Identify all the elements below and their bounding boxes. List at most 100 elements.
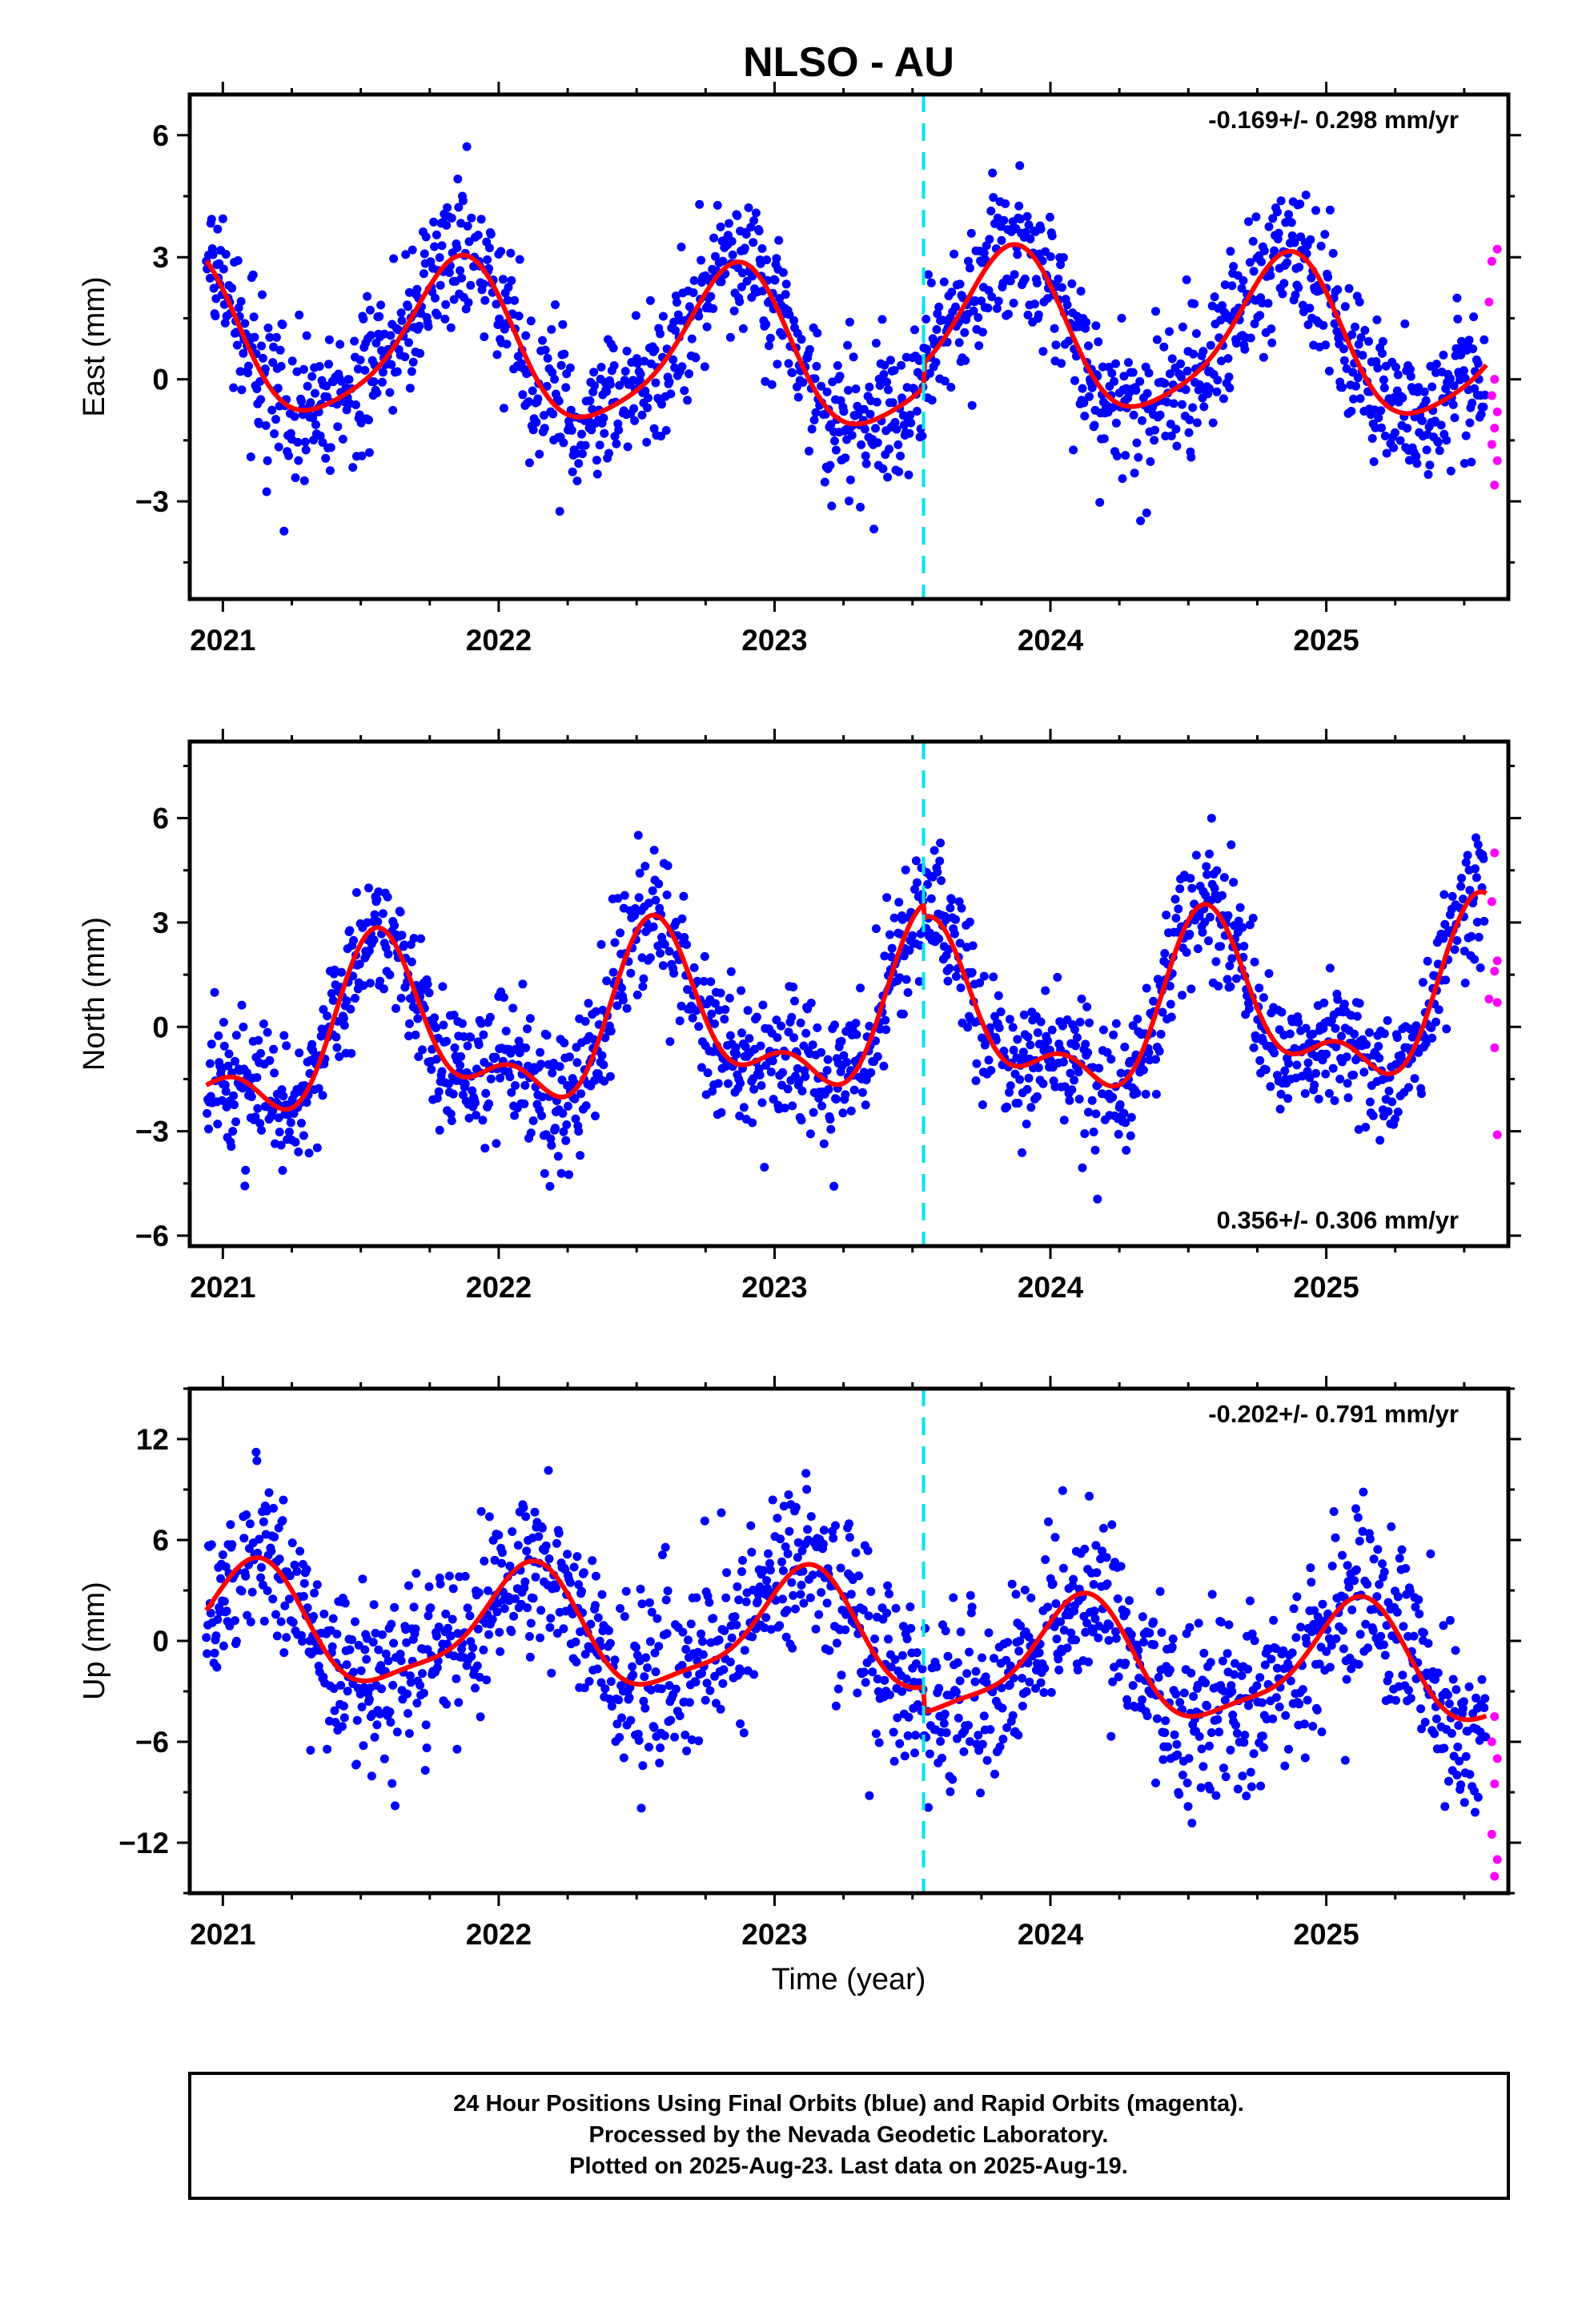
data-point bbox=[412, 284, 422, 294]
data-point bbox=[453, 175, 463, 183]
data-point bbox=[591, 1601, 600, 1610]
data-point bbox=[523, 1024, 532, 1034]
data-point bbox=[1218, 1656, 1227, 1666]
data-point bbox=[1071, 1635, 1080, 1645]
data-point bbox=[1377, 423, 1386, 432]
data-point bbox=[1459, 1697, 1468, 1707]
data-point bbox=[312, 1143, 322, 1152]
data-point bbox=[552, 1629, 562, 1638]
data-point bbox=[617, 1713, 626, 1723]
data-point bbox=[917, 1664, 927, 1674]
data-point bbox=[330, 1706, 339, 1715]
data-point bbox=[256, 1048, 266, 1058]
data-point bbox=[894, 467, 904, 476]
data-point bbox=[420, 1766, 430, 1775]
data-point bbox=[1227, 840, 1236, 850]
data-point bbox=[1128, 1681, 1138, 1691]
data-point bbox=[859, 1667, 869, 1677]
data-point bbox=[1197, 1744, 1207, 1754]
data-point bbox=[314, 1084, 323, 1093]
data-point bbox=[616, 1604, 625, 1613]
data-point bbox=[484, 1586, 492, 1595]
velocity-rate-east: -0.169+/- 0.298 mm/yr bbox=[1208, 106, 1459, 134]
data-point bbox=[655, 1759, 665, 1767]
data-point bbox=[620, 1612, 629, 1621]
data-point bbox=[766, 1068, 776, 1077]
data-point bbox=[430, 1013, 440, 1023]
data-point bbox=[606, 1027, 616, 1035]
data-point bbox=[355, 1689, 365, 1699]
data-point bbox=[960, 328, 970, 337]
data-point bbox=[837, 1036, 846, 1046]
data-point bbox=[1076, 287, 1086, 296]
data-point bbox=[422, 1743, 432, 1753]
data-point bbox=[1451, 1646, 1460, 1655]
data-point bbox=[1087, 1096, 1097, 1105]
data-point bbox=[592, 1664, 602, 1674]
data-point bbox=[689, 275, 699, 285]
data-point bbox=[237, 1000, 247, 1010]
data-point bbox=[548, 368, 557, 377]
data-point bbox=[961, 356, 970, 365]
data-point bbox=[873, 1675, 882, 1684]
data-point bbox=[240, 1181, 250, 1191]
data-point bbox=[725, 993, 734, 1003]
data-point bbox=[1178, 400, 1186, 409]
data-point bbox=[1266, 271, 1275, 280]
data-point bbox=[1179, 1688, 1189, 1698]
data-point bbox=[272, 1631, 282, 1641]
final-orbit-points-east bbox=[202, 142, 1490, 536]
data-point bbox=[738, 268, 747, 278]
data-point bbox=[1091, 1109, 1101, 1119]
data-point bbox=[1291, 290, 1300, 300]
data-point bbox=[551, 1124, 560, 1133]
data-point bbox=[1166, 431, 1176, 440]
data-point bbox=[946, 1787, 955, 1796]
data-point bbox=[1384, 1671, 1394, 1680]
data-point bbox=[411, 1624, 420, 1634]
data-point bbox=[1041, 986, 1050, 995]
data-point bbox=[1240, 344, 1250, 354]
data-point bbox=[332, 1630, 342, 1638]
data-point bbox=[1138, 1695, 1146, 1704]
rapid-point bbox=[1490, 1779, 1500, 1788]
data-point bbox=[474, 1588, 484, 1598]
data-point bbox=[353, 364, 363, 374]
data-point bbox=[682, 940, 692, 949]
data-point bbox=[1461, 1751, 1471, 1761]
data-point bbox=[1043, 1602, 1053, 1612]
data-point bbox=[514, 312, 524, 321]
data-point bbox=[686, 1619, 696, 1629]
data-point bbox=[959, 1747, 969, 1756]
data-point bbox=[1208, 418, 1218, 428]
data-point bbox=[510, 296, 520, 305]
data-point bbox=[252, 1073, 262, 1082]
data-point bbox=[797, 1116, 806, 1125]
data-point bbox=[1011, 1590, 1021, 1599]
data-point bbox=[1365, 1534, 1375, 1544]
data-point bbox=[246, 452, 255, 461]
data-point bbox=[905, 410, 915, 420]
data-point bbox=[802, 1485, 812, 1494]
data-point bbox=[231, 1636, 241, 1646]
data-point bbox=[748, 1118, 757, 1128]
data-point bbox=[644, 899, 653, 908]
data-point bbox=[475, 1672, 484, 1682]
data-point bbox=[898, 1009, 908, 1019]
data-point bbox=[615, 1733, 624, 1742]
data-point bbox=[725, 1657, 735, 1667]
data-point bbox=[1331, 1533, 1340, 1542]
data-point bbox=[789, 1033, 799, 1043]
data-point bbox=[801, 1072, 810, 1081]
data-point bbox=[636, 369, 645, 379]
data-point bbox=[1378, 1559, 1387, 1569]
data-point bbox=[548, 1068, 557, 1078]
data-point bbox=[551, 300, 560, 309]
data-point bbox=[310, 1588, 319, 1598]
data-point bbox=[484, 1099, 493, 1108]
data-point bbox=[504, 283, 513, 292]
data-point bbox=[1008, 1711, 1018, 1720]
data-point bbox=[978, 1739, 987, 1749]
data-point bbox=[416, 934, 426, 943]
data-point bbox=[531, 1572, 540, 1582]
